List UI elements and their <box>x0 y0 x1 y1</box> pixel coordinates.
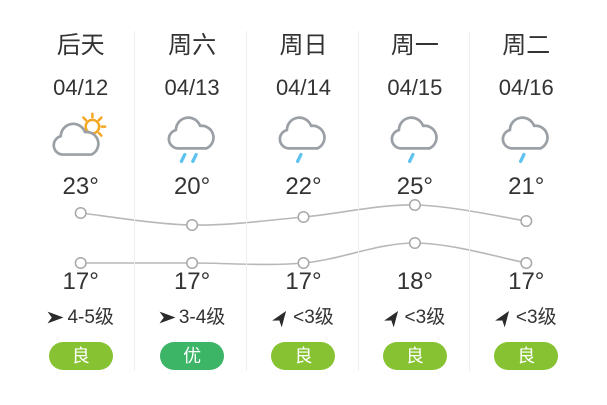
forecast-column-day3[interactable]: 后天 04/12 23° 17° 4-5级 良 <box>25 0 136 405</box>
high-temp: 21° <box>508 173 545 200</box>
wind-info: 3-4级 <box>136 306 247 329</box>
high-temp: 25° <box>396 173 434 200</box>
forecast-column-tuesday[interactable]: 周二 04/16 21° 17° <3级 良 <box>471 0 582 405</box>
column-divider <box>134 31 135 371</box>
high-temp: 20° <box>173 173 211 200</box>
day-label: 周日 <box>279 32 328 59</box>
moderate-rain-icon <box>167 116 215 164</box>
wind-direction-east-icon <box>47 311 64 324</box>
day-label: 周六 <box>168 32 217 59</box>
wind-info: <3级 <box>471 306 582 329</box>
low-temp: 17° <box>508 268 545 295</box>
day-label: 后天 <box>56 32 105 59</box>
aqi-badge[interactable]: 良 <box>271 342 336 370</box>
wind-direction-northeast-icon <box>272 310 287 328</box>
high-temp: 23° <box>62 173 99 200</box>
date-label: 04/15 <box>387 75 443 100</box>
day-label: 周二 <box>502 32 551 59</box>
aqi-badge[interactable]: 良 <box>382 342 447 370</box>
low-temp: 18° <box>396 268 434 295</box>
wind-direction-east-icon <box>159 311 176 324</box>
wind-level-label: <3级 <box>515 307 557 328</box>
column-divider <box>358 31 359 371</box>
wind-info: <3级 <box>248 306 359 329</box>
wind-direction-northeast-icon <box>495 310 509 328</box>
date-label: 04/14 <box>275 75 331 100</box>
column-divider <box>469 31 470 371</box>
day-label: 周一 <box>390 32 439 59</box>
wind-direction-northeast-icon <box>383 310 398 328</box>
wind-info: <3级 <box>359 306 470 329</box>
forecast-columns: 后天 04/12 23° 17° 4-5级 良 <box>25 0 582 405</box>
low-temp: 17° <box>62 268 99 295</box>
column-divider <box>246 31 247 371</box>
aqi-badge[interactable]: 良 <box>494 342 559 370</box>
wind-level-label: 4-5级 <box>67 307 114 328</box>
light-rain-icon <box>279 116 327 164</box>
wind-level-label: 3-4级 <box>178 307 226 328</box>
wind-level-label: <3级 <box>404 307 446 328</box>
date-label: 04/16 <box>498 75 554 100</box>
aqi-badge[interactable]: 良 <box>48 342 113 370</box>
wind-level-label: <3级 <box>293 307 334 328</box>
light-rain-icon <box>390 116 438 164</box>
light-rain-icon <box>501 116 550 164</box>
low-temp: 17° <box>173 268 211 295</box>
aqi-badge[interactable]: 优 <box>160 342 225 370</box>
low-temp: 17° <box>285 268 322 295</box>
wind-info: 4-5级 <box>25 306 136 329</box>
forecast-column-sunday[interactable]: 周日 04/14 22° 17° <3级 良 <box>248 0 359 405</box>
date-label: 04/12 <box>53 75 109 100</box>
date-label: 04/13 <box>164 75 220 100</box>
forecast-column-saturday[interactable]: 周六 04/13 20° 17° 3-4级 优 <box>136 0 247 405</box>
high-temp: 22° <box>285 173 322 200</box>
partly-cloudy-sun-icon <box>52 112 107 156</box>
forecast-column-monday[interactable]: 周一 04/15 25° 18° <3级 良 <box>359 0 470 405</box>
